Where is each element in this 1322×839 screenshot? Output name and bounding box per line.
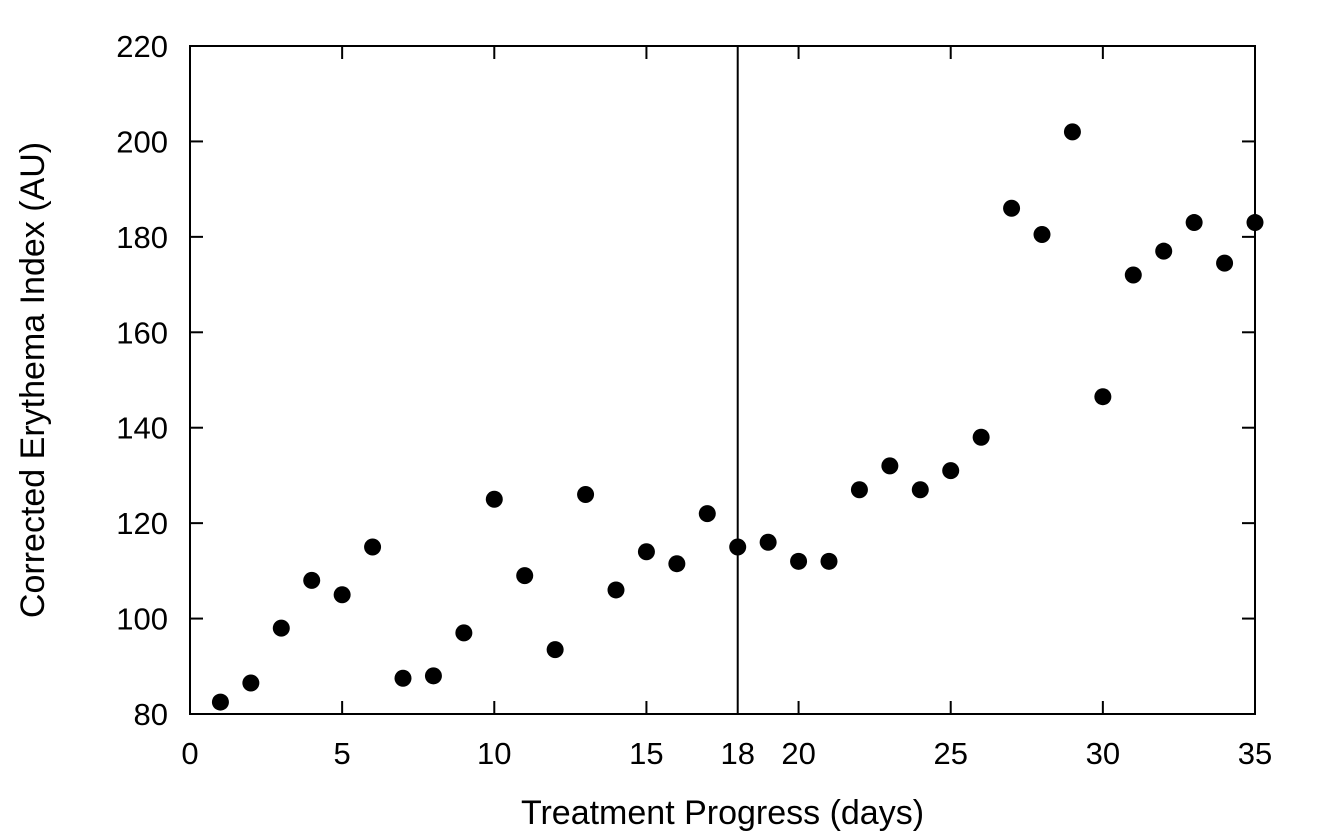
data-point xyxy=(1094,388,1112,406)
data-point xyxy=(1063,123,1081,141)
data-point xyxy=(1216,254,1234,272)
axis-ticks xyxy=(189,45,1256,715)
y-tick-label: 220 xyxy=(116,29,168,64)
y-tick-label: 80 xyxy=(134,697,168,732)
x-tick-label: 5 xyxy=(334,736,351,771)
data-point xyxy=(820,552,838,570)
x-tick-label: 20 xyxy=(781,736,815,771)
data-point xyxy=(516,567,534,585)
data-point xyxy=(698,505,716,523)
data-point xyxy=(455,624,473,642)
data-point xyxy=(242,674,260,692)
data-point xyxy=(1246,214,1264,232)
data-point xyxy=(881,457,899,475)
x-tick-label: 10 xyxy=(477,736,511,771)
y-tick-label: 160 xyxy=(116,315,168,350)
data-point xyxy=(272,619,290,637)
data-point xyxy=(211,693,229,711)
y-axis-title: Corrected Erythema Index (AU) xyxy=(14,142,52,618)
x-tick-label: 30 xyxy=(1086,736,1120,771)
data-point xyxy=(759,533,777,551)
data-point xyxy=(850,481,868,499)
y-tick-label: 140 xyxy=(116,411,168,446)
x-tick-label: 25 xyxy=(933,736,967,771)
y-tick-label: 200 xyxy=(116,124,168,159)
data-point xyxy=(577,486,595,504)
tick-labels: 0 5 10 15 18 20 25 30 35 80 100 120 140 160 180 200 220 xyxy=(116,29,1272,771)
data-point xyxy=(424,667,442,685)
data-points xyxy=(211,123,1264,711)
data-point xyxy=(394,669,412,687)
data-point xyxy=(729,538,747,556)
data-point xyxy=(333,586,351,604)
y-tick-label: 120 xyxy=(116,506,168,541)
data-point xyxy=(790,552,808,570)
y-tick-label: 100 xyxy=(116,602,168,637)
data-point xyxy=(637,543,655,561)
x-tick-label: 35 xyxy=(1238,736,1272,771)
data-point xyxy=(1185,214,1203,232)
data-point xyxy=(1124,266,1142,284)
x-tick-label: 0 xyxy=(181,736,198,771)
x-tick-label: 18 xyxy=(720,736,754,771)
x-axis-title: Treatment Progress (days) xyxy=(521,794,924,832)
data-point xyxy=(1003,199,1021,217)
data-point xyxy=(942,462,960,480)
plot-frame xyxy=(189,45,1256,715)
data-point xyxy=(485,490,503,508)
data-point xyxy=(972,428,990,446)
data-point xyxy=(668,555,686,573)
data-point xyxy=(911,481,929,499)
data-point xyxy=(546,641,564,659)
data-point xyxy=(1033,225,1051,243)
data-point xyxy=(1155,242,1173,260)
data-point xyxy=(364,538,382,556)
y-tick-label: 180 xyxy=(116,220,168,255)
data-point xyxy=(303,571,321,589)
data-point xyxy=(607,581,625,599)
x-tick-label: 15 xyxy=(629,736,663,771)
